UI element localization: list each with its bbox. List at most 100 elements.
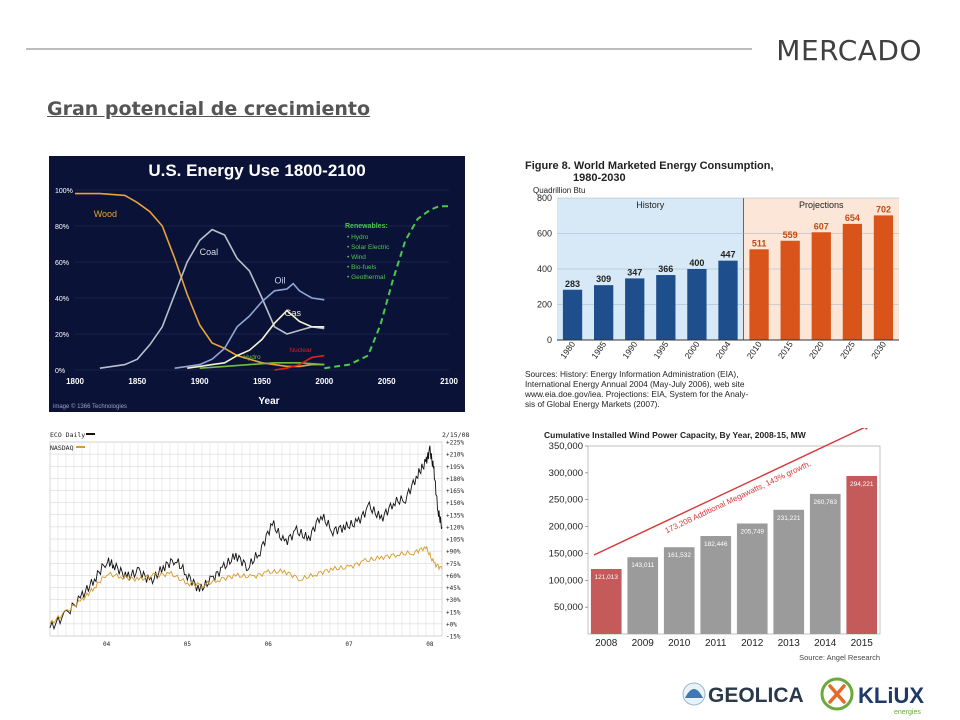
bar-value-label: 294,221 [850, 481, 874, 488]
bar-value-label: 161,532 [668, 552, 692, 559]
x-tick-label: 1900 [191, 377, 209, 386]
y-tick-label: +0% [446, 621, 457, 628]
chart-title: U.S. Energy Use 1800-2100 [148, 161, 365, 180]
kliux-logo-icon [820, 677, 854, 711]
slide-title: MERCADO [776, 34, 922, 67]
y-tick-label: +135% [446, 512, 464, 519]
x-tick-label: 2009 [632, 638, 655, 649]
bar-2008 [590, 568, 622, 634]
world-energy-chart: Figure 8. World Marketed Energy Consumpt… [515, 158, 905, 416]
kliux-logo-icon [828, 684, 846, 704]
y-tick-label: +30% [446, 597, 461, 604]
legend-nasdaq: NASDAQ [50, 444, 74, 452]
y-tick-label: 400 [537, 264, 552, 274]
chart-title: Cumulative Installed Wind Power Capacity… [544, 430, 807, 440]
legend-item: • Wind [347, 254, 366, 261]
x-tick-label: 2004 [714, 339, 733, 360]
x-tick-label: 2008 [595, 638, 618, 649]
x-tick-label: 2000 [315, 377, 333, 386]
y-tick-label: +105% [446, 537, 464, 544]
y-tick-label: 0% [55, 368, 65, 375]
x-tick-label: 1980 [558, 339, 577, 360]
x-tick-label: 2010 [668, 638, 691, 649]
y-tick-label: +195% [446, 464, 464, 471]
y-tick-label: +180% [446, 476, 464, 483]
x-tick-label: 2015 [851, 638, 874, 649]
x-tick-label: 2013 [778, 638, 801, 649]
projections-label: Projections [799, 200, 844, 210]
legend-title: Renewables: [345, 223, 388, 230]
legend-item: • Hydro [347, 234, 369, 241]
x-tick-label: 1990 [620, 339, 639, 360]
x-tick-label: 08 [426, 641, 434, 648]
bar-value-label: 607 [814, 221, 829, 231]
bar-2009 [627, 557, 659, 634]
bar-value-label: 654 [845, 213, 860, 223]
chart-source: Source: Angel Research [799, 653, 880, 662]
bar-value-label: 559 [783, 230, 798, 240]
y-tick-label: 50,000 [554, 602, 583, 613]
bar-2025 [842, 223, 863, 340]
series-label: Coal [200, 247, 219, 257]
bar-value-label: 231,221 [777, 515, 801, 522]
title-divider [26, 48, 752, 50]
chart-title: Figure 8. World Marketed Energy Consumpt… [525, 160, 774, 172]
y-tick-label: +45% [446, 585, 461, 592]
x-tick-label: 1950 [253, 377, 271, 386]
y-tick-label: 100,000 [549, 575, 583, 586]
bar-value-label: 366 [658, 264, 673, 274]
bar-1990 [625, 278, 645, 340]
legend-item: • Geothermal [347, 274, 386, 281]
bar-value-label: 283 [565, 279, 580, 289]
geolica-logo-icon [685, 689, 703, 698]
y-tick-label: +75% [446, 561, 461, 568]
bar-value-label: 143,011 [631, 562, 654, 569]
bar-2010 [663, 547, 695, 634]
x-tick-label: 2030 [869, 339, 888, 360]
y-tick-label: 350,000 [549, 441, 583, 452]
series-line-wood [75, 192, 325, 368]
y-tick-label: +210% [446, 452, 464, 459]
bar-1985 [593, 285, 614, 340]
y-tick-label: +120% [446, 524, 464, 531]
x-tick-label: 05 [184, 641, 192, 648]
series-label: Hydro [243, 354, 261, 361]
y-axis-label: Quadrillion Btu [533, 186, 585, 195]
bar-2014 [809, 493, 841, 634]
y-tick-label: 60% [55, 260, 69, 267]
x-tick-label: 2020 [807, 339, 826, 360]
stock-svg: +225% +210% +195% +180% +165% +150% +135% +120%… [49, 431, 469, 648]
bar-value-label: 260,763 [814, 499, 838, 506]
kliux-subtitle: energies [894, 709, 921, 716]
y-tick-label: 800 [537, 193, 552, 203]
x-tick-label: 2025 [838, 339, 857, 360]
x-tick-label: 06 [265, 641, 273, 648]
y-tick-label: 20% [55, 332, 69, 339]
wind-svg: Cumulative Installed Wind Power Capacity… [544, 428, 881, 662]
us-energy-svg: U.S. Energy Use 1800-2100 0% 20% 40% 60% 80% 1… [53, 161, 458, 410]
x-tick-label: 2010 [745, 339, 764, 360]
sources-line: www.eia.doe.gov/iea. Projections: EIA, S… [524, 389, 748, 399]
series-label: Wood [94, 209, 117, 219]
bar-value-label: 182,446 [704, 541, 728, 548]
legend-nasdaq-swatch [76, 446, 85, 448]
bar-2020 [811, 232, 831, 340]
bar-value-label: 702 [876, 204, 891, 214]
bar-2010 [749, 249, 769, 340]
us-energy-chart: U.S. Energy Use 1800-2100 0% 20% 40% 60% 80% 1… [49, 156, 465, 412]
geolica-wordmark: GEOLICA [708, 684, 804, 707]
bar-2004 [718, 260, 738, 340]
series-line-gas [187, 309, 325, 369]
legend-item: • Solar Electric [347, 244, 390, 251]
history-label: History [636, 200, 665, 210]
y-tick-label: +15% [446, 609, 461, 616]
y-tick-label: 250,000 [549, 495, 583, 506]
x-tick-label: 2100 [440, 377, 458, 386]
x-tick-label: 2000 [683, 339, 702, 360]
series-label: Gas [284, 308, 301, 318]
series-line-coal [99, 228, 325, 369]
y-tick-label: 300,000 [549, 468, 583, 479]
bar-value-label: 205,749 [741, 528, 765, 535]
x-tick-label: 1995 [651, 339, 670, 360]
sources-line: International Energy Annual 2004 (May-Ju… [525, 379, 745, 389]
